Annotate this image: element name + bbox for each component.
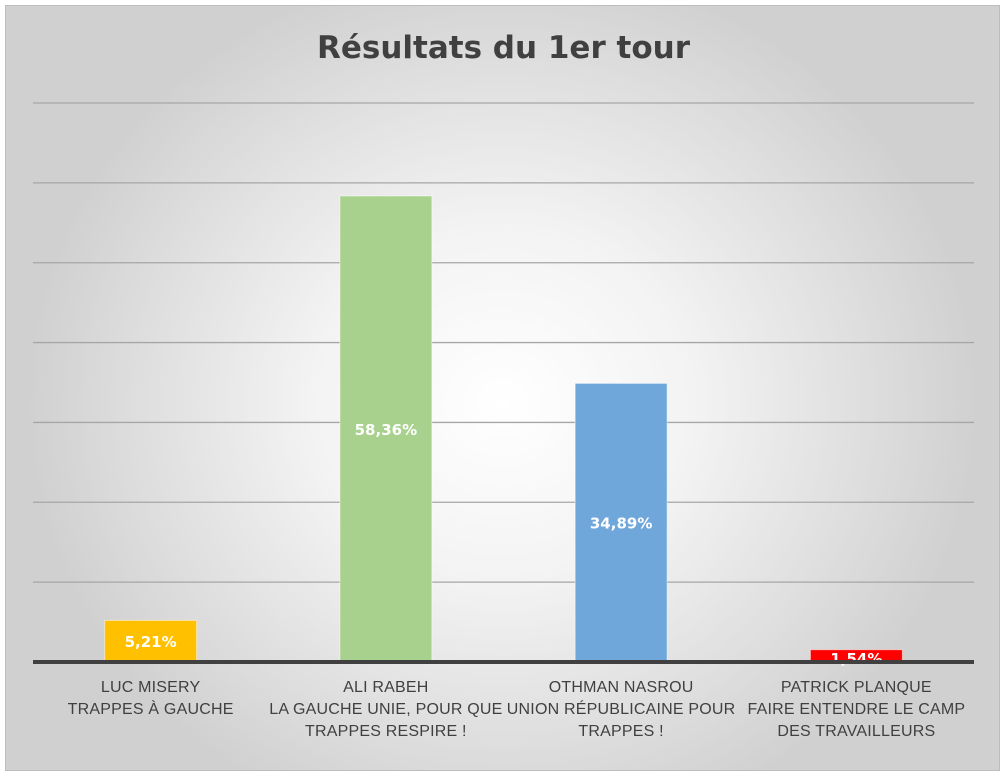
category-label-line: FAIRE ENTENDRE LE CAMP — [747, 701, 966, 718]
category-label: LUC MISERY TRAPPES À GAUCHE — [31, 677, 271, 721]
category-label-line: TRAPPES À GAUCHE — [67, 701, 234, 718]
chart-title: Résultats du 1er tour — [316, 30, 691, 66]
category-label: OTHMAN NASROU UNION RÉPUBLICAINE POUR TRAP… — [501, 677, 741, 743]
category-label-line: DES TRAVAILLEURS — [777, 723, 936, 740]
data-label: 1,54% — [830, 650, 882, 668]
category-label-line: OTHMAN NASROU — [548, 679, 694, 696]
category-label-line: LUC MISERY — [100, 679, 201, 696]
category-label-line: TRAPPES ! — [578, 723, 664, 740]
category-label-line: PATRICK PLANQUE — [780, 679, 932, 696]
category-label-line: ALI RABEH — [343, 679, 429, 696]
data-label: 34,89% — [590, 515, 652, 533]
data-label: 58,36% — [355, 421, 417, 439]
category-label: PATRICK PLANQUE FAIRE ENTENDRE LE CAMP DES… — [736, 677, 976, 743]
bar — [574, 382, 668, 663]
category-label-line: TRAPPES RESPIRE ! — [305, 723, 467, 740]
bar — [104, 619, 198, 663]
category-label-line: LA GAUCHE UNIE, POUR QUE — [269, 701, 503, 718]
category-label: ALI RABEH LA GAUCHE UNIE, POUR QUE TRAPPES… — [266, 677, 506, 743]
category-label-line: UNION RÉPUBLICAINE POUR — [506, 701, 736, 718]
data-label: 5,21% — [125, 633, 177, 651]
